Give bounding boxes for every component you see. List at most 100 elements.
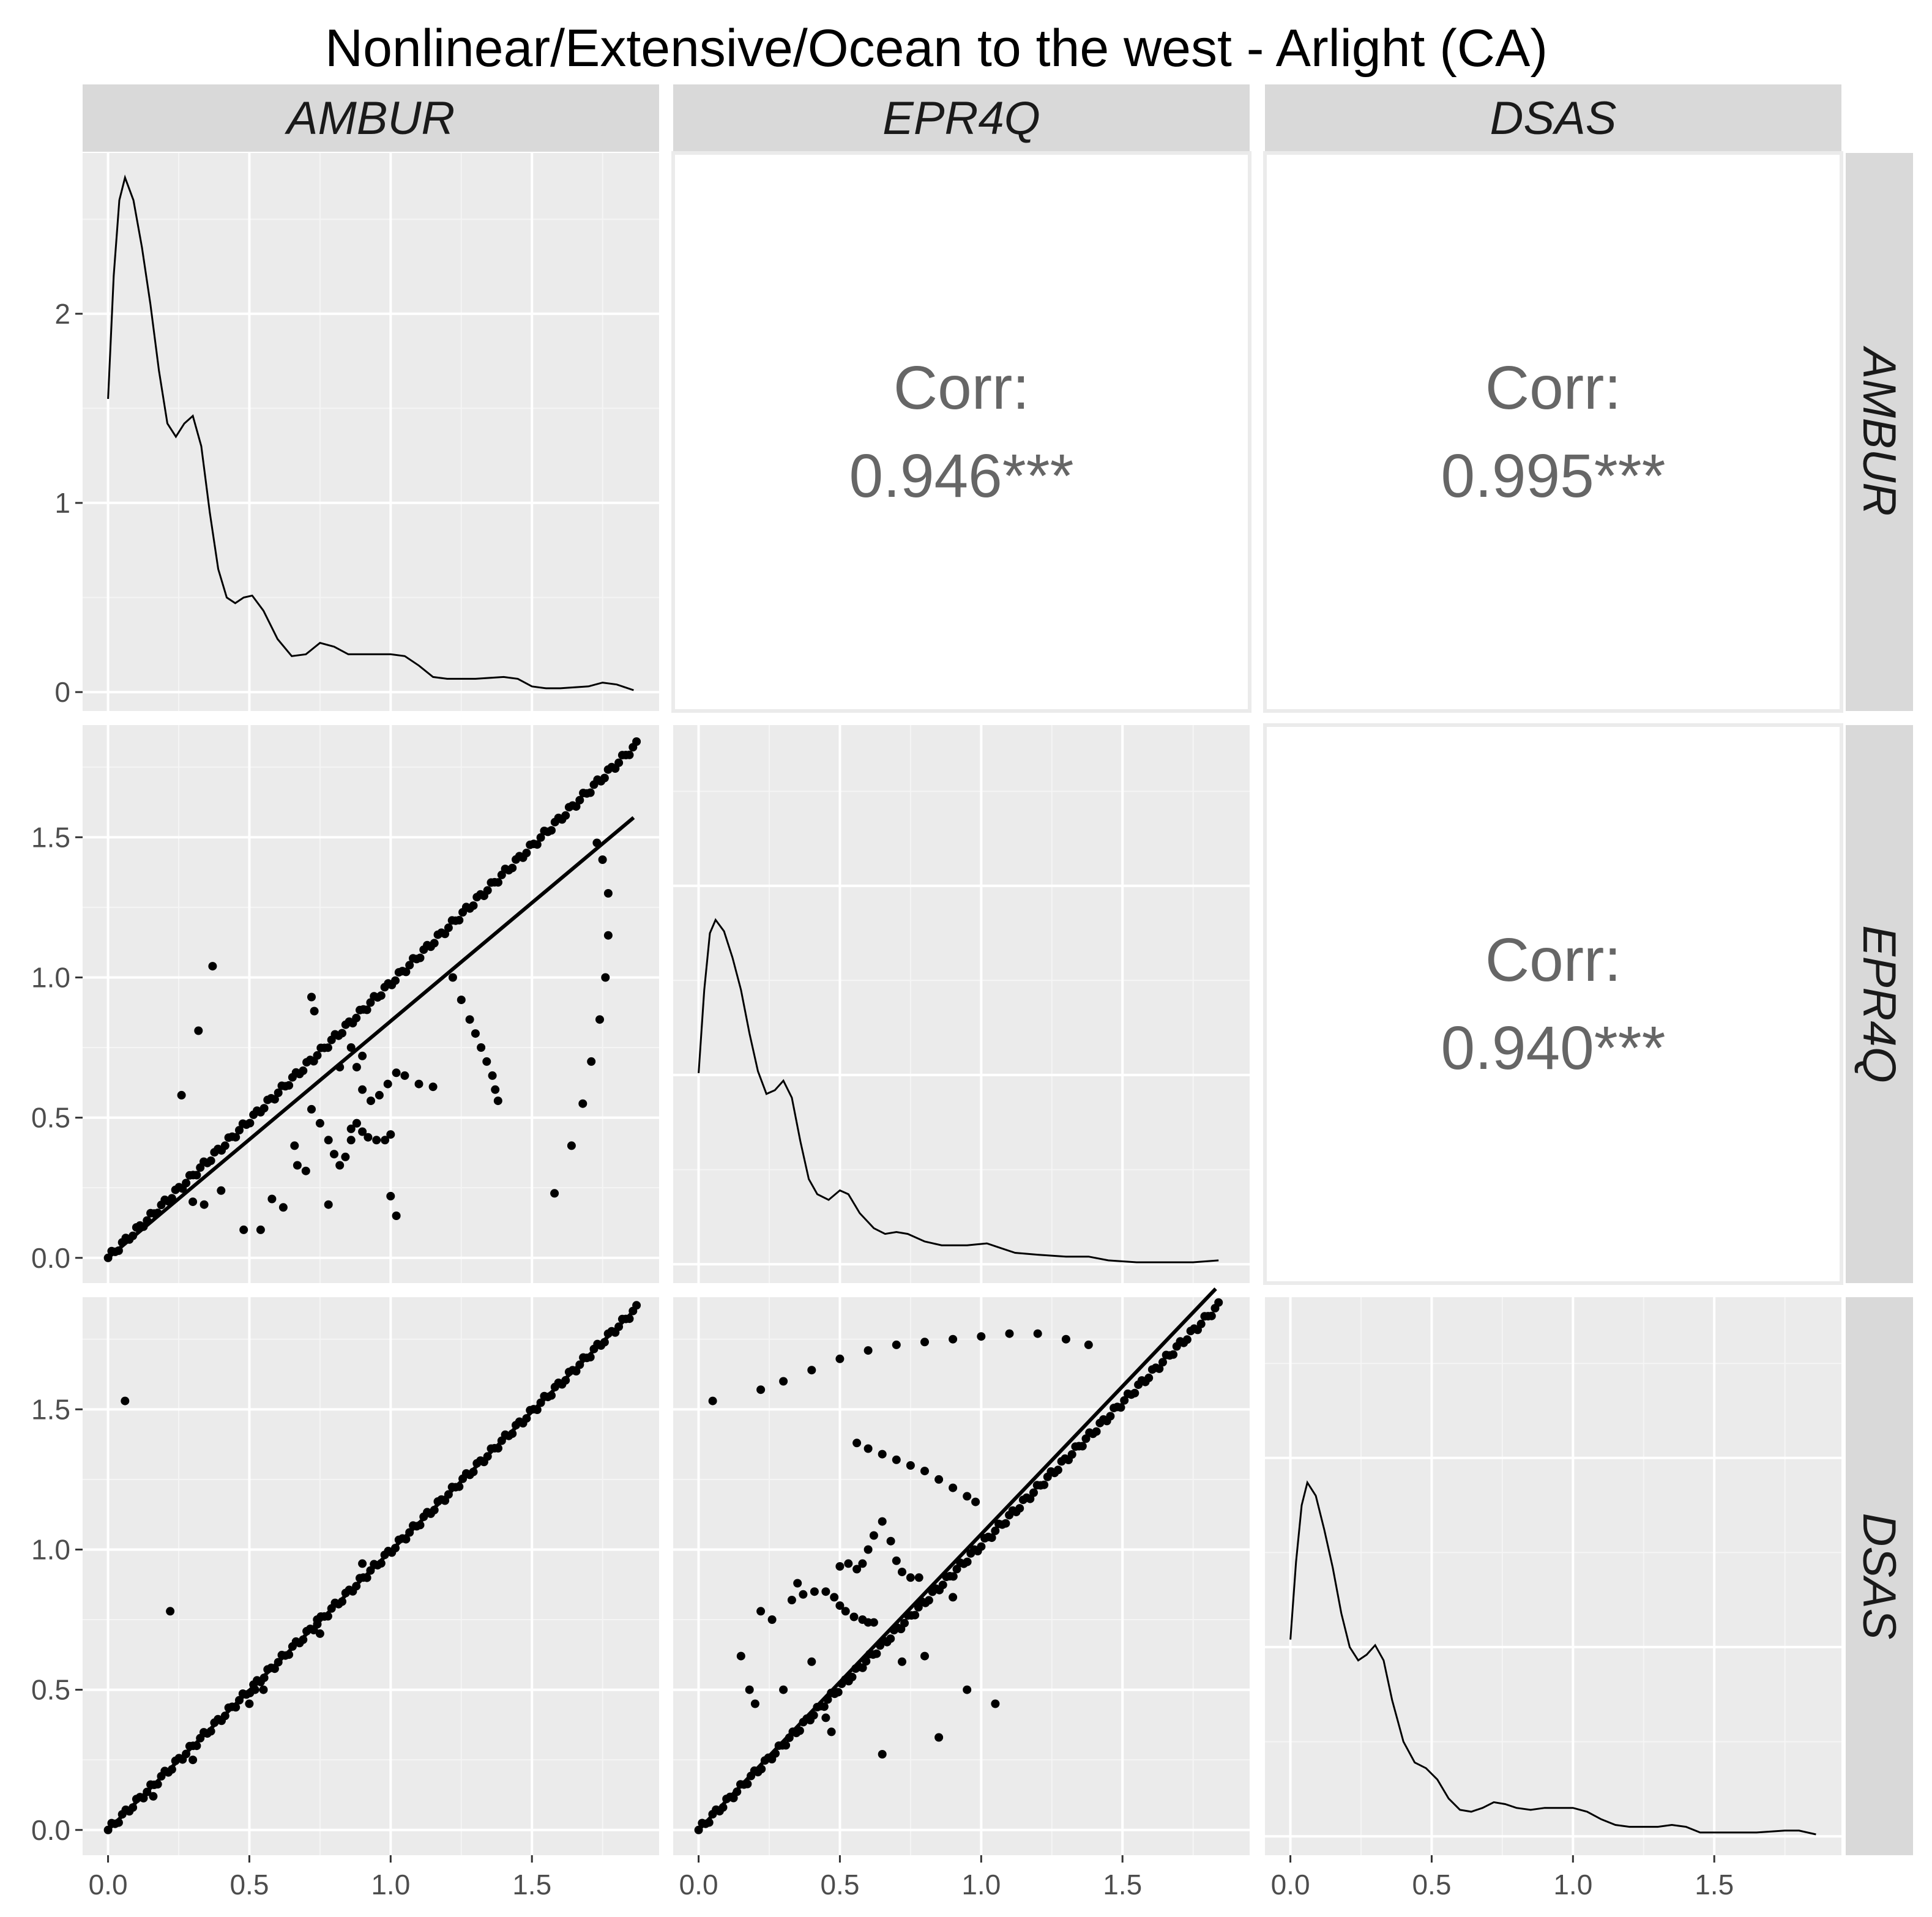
data-point	[807, 1657, 816, 1666]
data-point	[188, 1197, 198, 1207]
panel-epr4q-dsas-background	[1263, 723, 1843, 1285]
data-point	[1084, 1340, 1093, 1349]
data-point	[858, 1559, 867, 1568]
data-point	[869, 1531, 878, 1540]
panels: AMBUR EPR4Q DSAS AMBUR EPR4Q DSAS Corr: 0.946**…	[31, 84, 1913, 1900]
data-point	[346, 1043, 356, 1052]
data-point	[911, 1610, 920, 1620]
panel-dsas-dsas	[1265, 1297, 1841, 1855]
data-point	[810, 1587, 819, 1596]
data-point	[550, 1189, 559, 1198]
data-point	[971, 1497, 980, 1506]
data-point	[1015, 1504, 1024, 1513]
data-point	[400, 1071, 409, 1080]
data-point	[307, 992, 316, 1002]
data-point	[471, 1029, 480, 1038]
data-point	[572, 802, 581, 811]
data-point	[338, 1029, 346, 1038]
data-point	[1053, 1465, 1062, 1475]
data-point	[364, 1133, 373, 1142]
data-point	[949, 1572, 958, 1581]
data-point	[192, 1171, 201, 1180]
panel-ambur-ambur-background	[83, 153, 659, 711]
strip-top-label-dsas: DSAS	[1490, 92, 1617, 144]
data-point	[892, 1455, 901, 1464]
data-point	[428, 1082, 438, 1092]
data-point	[259, 1104, 269, 1113]
data-point	[603, 889, 613, 898]
data-point	[416, 953, 425, 962]
data-point	[561, 811, 570, 820]
panel-ambur-epr4q: Corr: 0.946***	[671, 151, 1251, 713]
panel-epr4q-epr4q	[673, 725, 1250, 1283]
data-point	[352, 1013, 361, 1022]
data-point	[858, 1663, 867, 1672]
data-point	[834, 1688, 843, 1697]
strip-right-ambur	[1846, 153, 1913, 711]
data-point	[863, 1444, 873, 1453]
data-point	[1144, 1373, 1154, 1382]
y-tick-label: 1.5	[31, 1393, 70, 1425]
strip-right-label-ambur: AMBUR	[1853, 346, 1905, 516]
data-point	[1207, 1311, 1216, 1320]
data-point	[898, 1657, 906, 1666]
x-tick-label: 1.0	[1553, 1869, 1592, 1900]
data-point	[835, 1601, 845, 1610]
y-tick-label: 1.0	[31, 1533, 70, 1565]
data-point	[307, 1104, 316, 1114]
strip-top-epr4q	[673, 84, 1250, 152]
x-tick-label: 0.0	[89, 1869, 128, 1900]
data-point	[1040, 1480, 1049, 1489]
data-point	[614, 758, 624, 767]
data-point	[121, 1396, 130, 1405]
regression-line	[106, 1309, 635, 1831]
data-point	[949, 1334, 958, 1344]
regression-line	[106, 816, 635, 1260]
data-point	[1214, 1298, 1223, 1307]
panel-epr4q-dsas: Corr: 0.940***	[1263, 723, 1843, 1285]
data-point	[1106, 1412, 1115, 1421]
data-point	[920, 1467, 929, 1476]
data-point	[330, 1150, 338, 1159]
data-point	[259, 1685, 268, 1694]
corr-value: 0.995***	[1441, 442, 1666, 510]
data-point	[830, 1593, 839, 1602]
data-point	[245, 1699, 254, 1708]
data-point	[313, 1051, 322, 1060]
data-point	[575, 795, 584, 805]
data-point	[1078, 1442, 1087, 1451]
data-point	[587, 1057, 596, 1066]
data-point	[200, 1200, 209, 1209]
panel-ambur-dsas-background	[1263, 151, 1843, 713]
data-point	[886, 1536, 895, 1546]
data-point	[448, 973, 457, 982]
data-point	[256, 1225, 265, 1234]
panel-dsas-epr4q	[673, 1287, 1250, 1855]
data-point	[1169, 1350, 1178, 1359]
y-tick-label: 0.5	[31, 1102, 70, 1134]
strip-right-label-dsas: DSAS	[1853, 1513, 1905, 1640]
panel-ambur-ambur	[83, 153, 659, 711]
data-point	[457, 996, 466, 1005]
data-point	[488, 1071, 497, 1080]
x-tick-label: 0.0	[679, 1869, 718, 1900]
data-point	[892, 1340, 901, 1349]
data-point	[1005, 1329, 1014, 1338]
data-point	[194, 1026, 203, 1035]
data-point	[267, 1194, 277, 1204]
data-point	[376, 991, 386, 1000]
data-point	[878, 1750, 887, 1759]
corr-label: Corr:	[1485, 926, 1621, 994]
data-point	[863, 1545, 873, 1554]
data-point	[392, 1068, 401, 1078]
data-point	[177, 1090, 186, 1100]
data-point	[278, 1203, 288, 1212]
data-point	[372, 1136, 381, 1145]
data-point	[315, 1629, 324, 1638]
data-point	[601, 973, 610, 982]
density-curve-ambur	[107, 174, 634, 691]
data-point	[924, 1596, 933, 1605]
strip-right-epr4q	[1846, 725, 1913, 1283]
data-point	[1196, 1319, 1206, 1328]
